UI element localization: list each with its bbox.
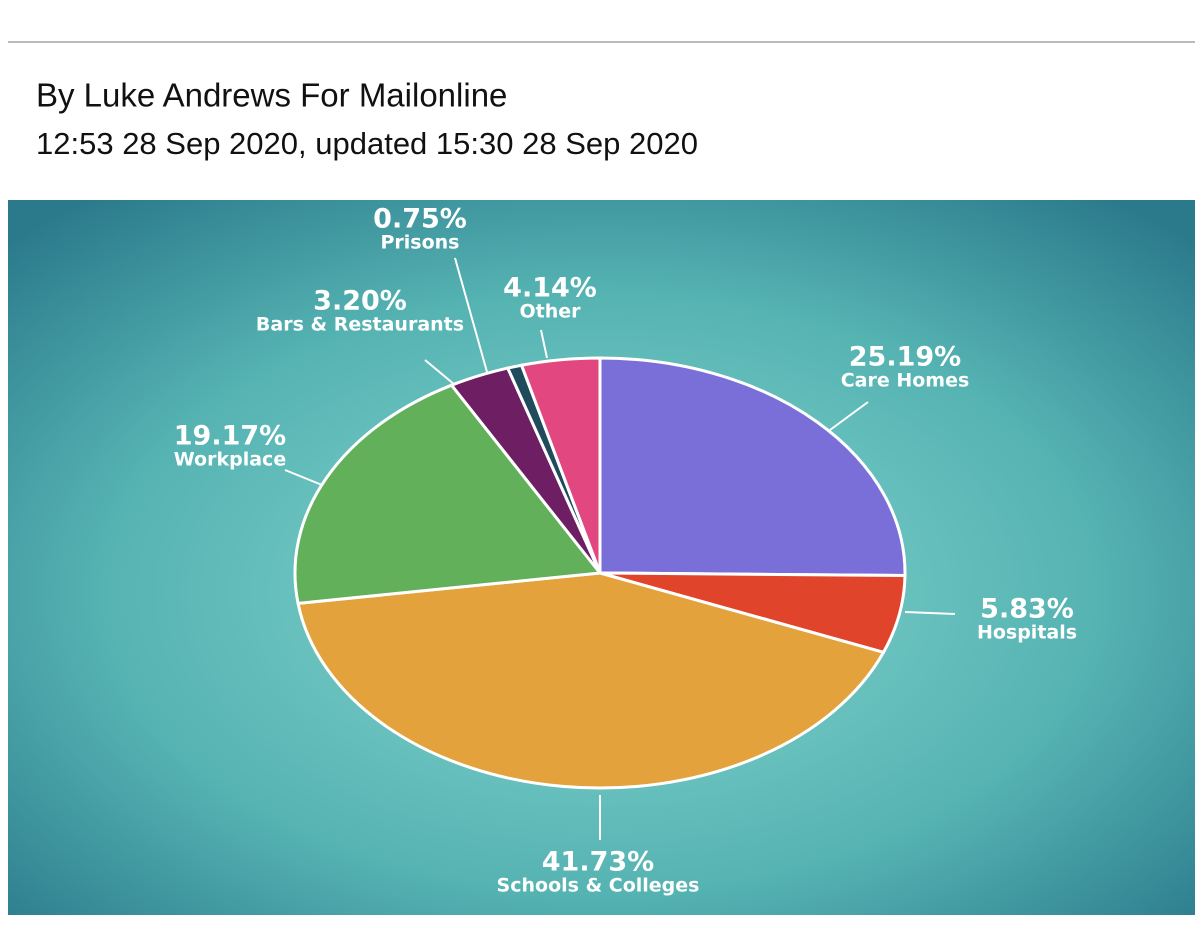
value-label: 5.83%: [980, 594, 1074, 625]
byline: By Luke Andrews For Mailonline: [36, 77, 507, 114]
pie-slice: [519, 356, 602, 574]
value-label: 25.19%: [849, 342, 961, 373]
leader-line: [424, 359, 456, 386]
value-label: 4.14%: [503, 273, 597, 304]
slice-label: Schools & Colleges: [497, 875, 700, 897]
leader-line: [904, 611, 956, 615]
pie-slice: [598, 356, 907, 578]
leader-line: [540, 329, 548, 359]
slice-label: Workplace: [174, 449, 286, 471]
leader-line: [829, 401, 869, 431]
leader-line: [454, 257, 488, 373]
pie-chart: 25.19%Care Homes 5.83%Hospitals 41.73%Scho…: [174, 204, 1077, 897]
value-label: 0.75%: [373, 204, 467, 235]
leader-line: [284, 469, 323, 486]
slice-label: Other: [519, 301, 581, 323]
slice-label: Prisons: [380, 232, 459, 254]
slice-label: Care Homes: [841, 370, 970, 392]
slice-label: Hospitals: [977, 622, 1077, 644]
pie-slice: [293, 383, 603, 606]
timestamp: 12:53 28 Sep 2020, updated 15:30 28 Sep …: [36, 126, 698, 161]
pie-slice: [296, 571, 886, 790]
value-label: 41.73%: [542, 847, 654, 878]
value-label: 3.20%: [313, 286, 407, 317]
value-label: 19.17%: [174, 421, 286, 452]
slice-label: Bars & Restaurants: [256, 314, 464, 336]
